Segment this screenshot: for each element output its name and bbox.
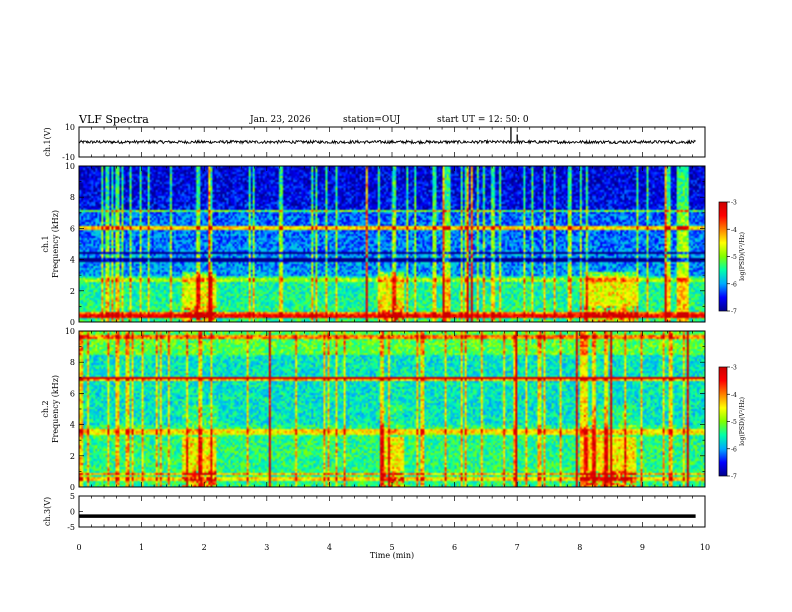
spectrogram-ylabel: Frequency (kHz) xyxy=(51,375,60,443)
x-tick-label: 7 xyxy=(515,543,520,552)
spectrogram-channel-label: ch.2 xyxy=(41,400,50,417)
ch3-ylabel: ch.3(V) xyxy=(43,497,52,526)
x-tick-label: 9 xyxy=(640,543,645,552)
spectrogram-ytick-label: 2 xyxy=(70,452,75,461)
spectrogram-ylabel: Frequency (kHz) xyxy=(51,210,60,278)
colorbar-tick-label: -4 xyxy=(731,227,737,234)
spectrogram-image-2 xyxy=(79,331,705,487)
colorbar-tick-label: -7 xyxy=(731,309,737,316)
spectrogram-channel-label: ch.1 xyxy=(41,235,50,252)
spectrogram-ytick-label: 4 xyxy=(70,256,75,265)
spectrogram-ytick-label: 2 xyxy=(70,287,75,296)
colorbar-tick-label: -3 xyxy=(731,200,737,207)
date-label: Jan. 23, 2026 xyxy=(250,115,311,125)
ch3-ytick-label: -5 xyxy=(67,523,75,532)
x-tick-label: 6 xyxy=(452,543,457,552)
spectrogram-ytick-label: 0 xyxy=(70,483,75,492)
colorbar-1 xyxy=(718,201,728,312)
spectrogram-ytick-label: 4 xyxy=(70,421,75,430)
x-tick-label: 5 xyxy=(389,543,394,552)
spectrogram-ytick-label: 8 xyxy=(70,358,75,367)
station-label: station=OUJ xyxy=(343,115,401,125)
colorbar-2 xyxy=(718,366,728,477)
colorbar-tick-label: -5 xyxy=(731,419,737,426)
colorbar-tick-label: -3 xyxy=(731,365,737,372)
start-time-label: start UT = 12: 50: 0 xyxy=(437,115,529,125)
ch1-waveform-line xyxy=(78,138,696,145)
colorbar-tick-label: -5 xyxy=(731,254,737,261)
colorbar-label: log(PSD)(V²/Hz) xyxy=(739,397,746,446)
x-tick-label: 0 xyxy=(76,543,81,552)
colorbar-tick-label: -6 xyxy=(731,446,737,453)
ch1-ytick-label: -10 xyxy=(62,153,75,162)
spectrogram-ytick-label: 8 xyxy=(70,193,75,202)
ch1-ytick-label: 10 xyxy=(65,123,75,132)
x-tick-label: 8 xyxy=(577,543,582,552)
spectrogram-ytick-label: 6 xyxy=(70,389,75,398)
spectrogram-ytick-label: 0 xyxy=(70,318,75,327)
ch1-ylabel: ch.1(V) xyxy=(43,127,52,156)
spectrogram-ytick-label: 10 xyxy=(65,327,75,336)
spectrogram-image-1 xyxy=(79,166,705,322)
ch3-ytick-label: 0 xyxy=(70,508,75,517)
x-axis-label: Time (min) xyxy=(370,551,414,560)
spectrogram-ytick-label: 10 xyxy=(65,162,75,171)
x-tick-label: 4 xyxy=(327,543,332,552)
colorbar-tick-label: -6 xyxy=(731,281,737,288)
colorbar-tick-label: -7 xyxy=(731,474,737,481)
x-tick-label: 1 xyxy=(139,543,144,552)
x-tick-label: 3 xyxy=(264,543,269,552)
x-tick-label: 10 xyxy=(700,543,710,552)
figure-title: VLF Spectra xyxy=(79,113,149,126)
colorbar-tick-label: -4 xyxy=(731,392,737,399)
x-tick-label: 2 xyxy=(202,543,207,552)
colorbar-label: log(PSD)(V²/Hz) xyxy=(739,232,746,281)
ch3-ytick-label: 5 xyxy=(70,492,75,501)
spectrogram-ytick-label: 6 xyxy=(70,224,75,233)
